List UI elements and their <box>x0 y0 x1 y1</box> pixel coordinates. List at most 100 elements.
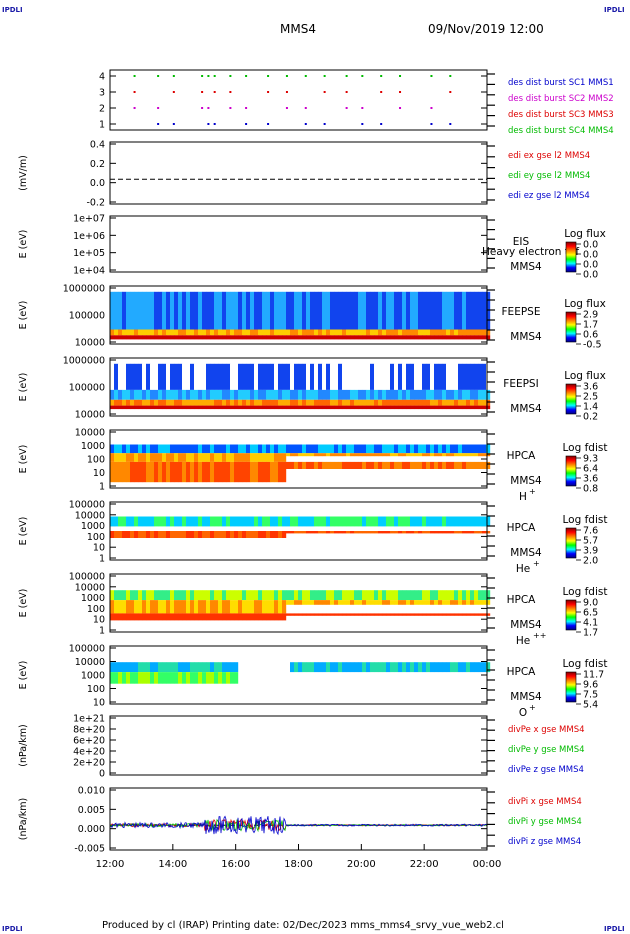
heatmap-cell <box>210 444 215 454</box>
heatmap-cell <box>478 335 483 340</box>
heatmap-cell <box>218 613 223 621</box>
heatmap-cell <box>198 291 203 330</box>
heatmap-cell <box>262 453 267 462</box>
heatmap-cell <box>354 405 359 410</box>
burst-point <box>430 75 433 77</box>
heatmap-cell <box>458 363 463 390</box>
heatmap-cell <box>414 291 419 330</box>
heatmap-cell <box>414 516 419 527</box>
heatmap-cell <box>154 405 159 410</box>
colorbar-tick-label: 2.5 <box>583 392 598 403</box>
heatmap-cell <box>190 590 195 601</box>
heatmap-cell <box>146 444 151 454</box>
heatmap-cell <box>382 405 387 410</box>
heatmap-cell <box>322 405 327 410</box>
heatmap-cell <box>110 613 115 621</box>
heatmap-cell <box>218 291 223 330</box>
heatmap-cell <box>486 600 491 605</box>
heatmap-cell <box>486 329 491 336</box>
y-tick-label: 1e+07 <box>73 214 105 225</box>
heatmap-cell <box>230 453 235 462</box>
heatmap-cell <box>290 335 295 340</box>
heatmap-cell <box>326 590 331 601</box>
heatmap-cell <box>150 335 155 340</box>
heatmap-cell <box>138 329 143 336</box>
heatmap-cell <box>138 291 143 330</box>
heatmap-cell <box>222 461 227 483</box>
x-tick-label: 14:00 <box>158 859 187 870</box>
heatmap-cell <box>306 389 311 400</box>
heatmap-cell <box>246 335 251 340</box>
heatmap-cell <box>286 531 291 534</box>
heatmap-cell <box>414 461 419 469</box>
heatmap-cell <box>414 453 419 457</box>
footer-credit: Produced by cl (IRAP) Printing date: 02/… <box>102 920 504 931</box>
heatmap-cell <box>202 613 207 621</box>
heatmap-cell <box>478 363 483 390</box>
heatmap-cell <box>382 516 387 527</box>
heatmap-cell <box>130 662 135 673</box>
heatmap-cell <box>382 399 387 406</box>
instrument-name: FEEPSE <box>502 306 541 318</box>
heatmap-cell <box>422 291 427 330</box>
heatmap-cell <box>378 516 383 527</box>
colorbar-tick-label: 6.4 <box>583 464 598 475</box>
heatmap-cell <box>462 531 467 534</box>
heatmap-cell <box>414 600 419 605</box>
heatmap-cell <box>170 453 175 462</box>
heatmap-cell <box>186 672 191 684</box>
heatmap-cell <box>470 531 475 534</box>
heatmap-cell <box>422 363 427 390</box>
y-tick-label: 10000 <box>75 582 105 593</box>
legend-entry: des dist burst SC3 MMS3 <box>508 110 614 120</box>
heatmap-cell <box>418 399 423 406</box>
heatmap-cell <box>294 335 299 340</box>
heatmap-cell <box>350 516 355 527</box>
heatmap-cell <box>458 291 463 330</box>
panel-frame <box>109 787 488 851</box>
heatmap-cell <box>386 590 391 601</box>
heatmap-cell <box>398 389 403 400</box>
heatmap-cell <box>118 453 123 462</box>
heatmap-cell <box>386 329 391 336</box>
heatmap-cell <box>186 613 191 621</box>
heatmap-cell <box>118 613 123 621</box>
heatmap-cell <box>394 453 399 457</box>
heatmap-cell <box>162 600 167 614</box>
burst-point <box>361 75 364 77</box>
burst-point <box>345 91 348 93</box>
heatmap-cell <box>446 461 451 469</box>
heatmap-cell <box>354 389 359 400</box>
heatmap-cell <box>406 399 411 406</box>
heatmap-cell <box>306 335 311 340</box>
heatmap-cell <box>226 335 231 340</box>
heatmap-cell <box>282 453 287 462</box>
heatmap-cell <box>398 399 403 406</box>
heatmap-cell <box>166 453 171 462</box>
heatmap-cell <box>390 516 395 527</box>
heatmap-cell <box>210 461 215 483</box>
heatmap-cell <box>446 600 451 605</box>
heatmap-cell <box>370 363 375 390</box>
heatmap-cell <box>134 444 139 454</box>
heatmap-cell <box>158 363 163 390</box>
heatmap-cell <box>174 399 179 406</box>
heatmap-cell <box>462 453 467 457</box>
heatmap-cell <box>326 363 331 390</box>
heatmap-cell <box>302 389 307 400</box>
heatmap-cell <box>110 444 115 454</box>
heatmap-cell <box>302 461 307 469</box>
heatmap-cell <box>222 516 227 527</box>
y-tick-label: 1000 <box>81 593 105 604</box>
heatmap-cell <box>262 291 267 330</box>
heatmap-cell <box>174 672 179 684</box>
heatmap-cell <box>190 291 195 330</box>
heatmap-cell <box>182 461 187 483</box>
heatmap-cell <box>454 399 459 406</box>
heatmap-cell <box>130 672 135 684</box>
heatmap-cell <box>298 444 303 454</box>
heatmap-cell <box>218 516 223 527</box>
heatmap-cell <box>154 531 159 538</box>
heatmap-cell <box>438 600 443 605</box>
